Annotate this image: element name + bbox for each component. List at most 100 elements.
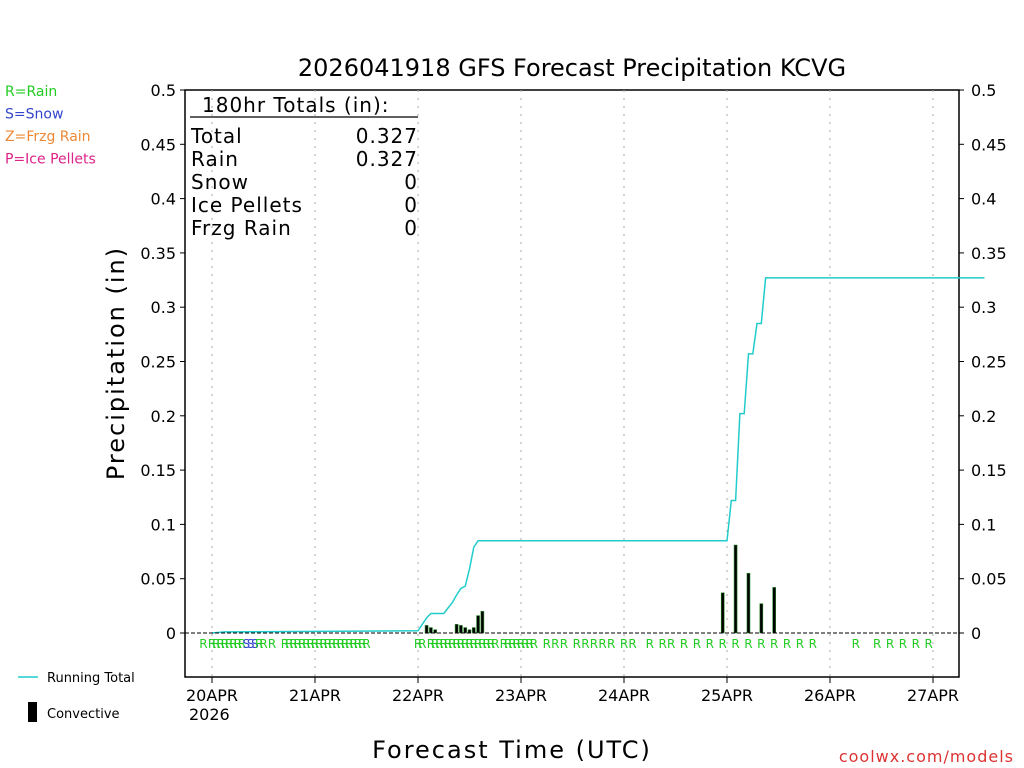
precip-type-letter: R (744, 637, 752, 651)
y-tick-label-right: 0.3 (971, 298, 996, 317)
precip-type-letter: R (508, 637, 516, 651)
precip-type-letter: R (345, 637, 353, 651)
x-tick-label: 23APR (495, 686, 547, 705)
precip-type-letter: R (731, 637, 739, 651)
precip-type-letter: R (281, 637, 289, 651)
precip-type-letter: R (289, 637, 297, 651)
convective-bar (433, 629, 437, 634)
precip-type-letter: R (294, 637, 302, 651)
totals-row-value: 0 (404, 170, 418, 194)
totals-row-label: Rain (191, 147, 239, 171)
precip-type-letter: R (658, 637, 666, 651)
precip-type-letter: R (259, 637, 267, 651)
precip-type-letter: R (719, 637, 727, 651)
precip-type-letter: R (560, 637, 568, 651)
convective-legend-swatch (28, 702, 37, 722)
series-legend: Running Total Convective (18, 671, 135, 722)
precip-type-letter: R (770, 637, 778, 651)
precip-type-letter: R (199, 637, 207, 651)
totals-row-value: 0.327 (356, 124, 418, 148)
y-tick-label-right: 0.1 (971, 515, 996, 534)
precip-type-letter: R (311, 637, 319, 651)
precip-type-letter: R (229, 637, 237, 651)
precip-type-letter: R (457, 637, 465, 651)
precip-type-letter: R (221, 637, 229, 651)
y-tick-label-right: 0.35 (971, 244, 1007, 263)
precip-type-letter: R (332, 637, 340, 651)
precip-type-letter: R (809, 637, 817, 651)
y-tick-label-left: 0.45 (140, 135, 176, 154)
y-axis-ticks: 0 00.05 0.050.1 0.10.15 0.150.2 0.20.25 0.250.… (140, 81, 1006, 643)
precip-type-letter: R (530, 637, 538, 651)
y-tick-label-left: 0.35 (140, 244, 176, 263)
running-total-line (211, 277, 985, 634)
totals-box: 180hr Totals (in): Total 0.327 Rain 0.327 Sn… (190, 93, 418, 240)
y-tick-label-right: 0.45 (971, 135, 1007, 154)
precip-type-letter: R (680, 637, 688, 651)
y-tick-label-right: 0 (971, 624, 981, 643)
precip-type-letter: R (216, 637, 224, 651)
precip-type-letter: R (487, 637, 495, 651)
chart-title: 2026041918 GFS Forecast Precipitation KC… (298, 54, 846, 82)
convective-bar (429, 627, 433, 634)
precip-type-letter: R (285, 637, 293, 651)
precip-type-letter: R (431, 637, 439, 651)
precip-type-letter: R (783, 637, 791, 651)
precip-type-letter: R (474, 637, 482, 651)
precip-type-letter: S (251, 637, 259, 651)
convective-bar (471, 627, 476, 634)
y-tick-label-right: 0.4 (971, 190, 996, 209)
precip-type-legend-entry: R=Rain (5, 84, 57, 100)
precip-type-letter: R (444, 637, 452, 651)
precip-type-legend: R=Rain S=Snow Z=Frzg Rain P=Ice Pellets (5, 84, 96, 168)
running-total-series (211, 277, 985, 634)
precip-type-letter: R (693, 637, 701, 651)
y-tick-label-right: 0.05 (971, 570, 1007, 589)
totals-row-value: 0 (404, 193, 418, 217)
precip-type-letter: R (307, 637, 315, 651)
precip-type-letter: R (517, 637, 525, 651)
convective-bar (463, 627, 468, 634)
precip-type-letter: R (268, 637, 276, 651)
precip-type-legend-entry: Z=Frzg Rain (5, 129, 91, 145)
precip-type-letter: R (337, 637, 345, 651)
x-axis-label: Forecast Time (UTC) (372, 736, 652, 764)
convective-bar (720, 592, 725, 634)
precip-type-letter: R (212, 637, 220, 651)
convective-bar (759, 603, 764, 634)
precip-type-letter: R (581, 637, 589, 651)
precip-type-letter: R (521, 637, 529, 651)
y-tick-label-left: 0.2 (151, 407, 176, 426)
totals-header: 180hr Totals (in): (202, 93, 390, 117)
x-tick-label: 27APR (907, 686, 959, 705)
convective-bar (746, 572, 751, 634)
y-tick-label-right: 0.25 (971, 353, 1007, 372)
precip-type-letter: R (341, 637, 349, 651)
convective-bar (772, 587, 777, 634)
y-tick-label-left: 0.5 (151, 81, 176, 100)
precip-type-letter: R (362, 637, 370, 651)
precip-type-letter: R (646, 637, 654, 651)
precip-type-letter: R (414, 637, 422, 651)
x-tick-label: 25APR (701, 686, 753, 705)
precip-type-letter: R (667, 637, 675, 651)
precip-type-letter: R (461, 637, 469, 651)
convective-bar (480, 610, 485, 634)
precip-type-letter: R (598, 637, 606, 651)
precip-type-letter: R (620, 637, 628, 651)
precip-type-letter: R (478, 637, 486, 651)
precip-type-letter: R (491, 637, 499, 651)
precip-type-letter: R (899, 637, 907, 651)
precip-type-letter: R (525, 637, 533, 651)
precip-type-letter: R (324, 637, 332, 651)
precip-type-letter: R (255, 637, 263, 651)
convective-bar (459, 625, 463, 634)
precip-type-letter: R (628, 637, 636, 651)
convective-bar (476, 615, 480, 634)
running-total-legend-label: Running Total (47, 671, 135, 686)
precip-type-letter: R (886, 637, 894, 651)
totals-row-label: Ice Pellets (191, 193, 303, 217)
precip-type-letter: R (551, 637, 559, 651)
convective-legend-label: Convective (47, 707, 120, 722)
